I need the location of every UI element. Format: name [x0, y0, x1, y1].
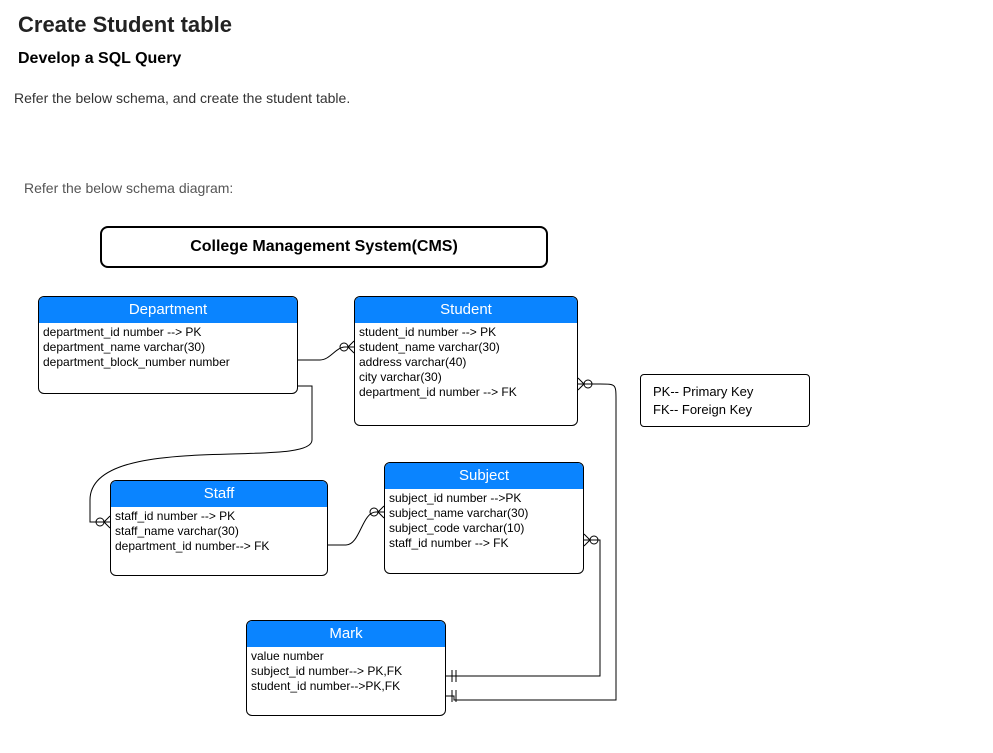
entity-field: subject_id number -->PK — [389, 491, 579, 506]
entity-mark: Markvalue numbersubject_id number--> PK,… — [246, 620, 446, 716]
entity-header: Subject — [385, 463, 583, 489]
entity-field: student_id number-->PK,FK — [251, 679, 441, 694]
system-title-box: College Management System(CMS) — [100, 226, 548, 268]
page-root: Create Student table Develop a SQL Query… — [0, 0, 993, 753]
entity-field: student_id number --> PK — [359, 325, 573, 340]
entity-field: student_name varchar(30) — [359, 340, 573, 355]
entity-field: address varchar(40) — [359, 355, 573, 370]
connector-dept-to-student — [298, 347, 354, 360]
entity-field: subject_id number--> PK,FK — [251, 664, 441, 679]
entity-body: student_id number --> PKstudent_name var… — [355, 323, 577, 404]
entity-header: Department — [39, 297, 297, 323]
legend-box: PK-- Primary KeyFK-- Foreign Key — [640, 374, 810, 427]
connector-staff-to-subject — [328, 512, 384, 545]
entity-field: subject_name varchar(30) — [389, 506, 579, 521]
legend-line: FK-- Foreign Key — [653, 401, 797, 419]
entity-subject: Subjectsubject_id number -->PKsubject_na… — [384, 462, 584, 574]
entity-staff: Staffstaff_id number --> PKstaff_name va… — [110, 480, 328, 576]
entity-field: staff_id number --> PK — [115, 509, 323, 524]
legend-line: PK-- Primary Key — [653, 383, 797, 401]
entity-field: staff_id number --> FK — [389, 536, 579, 551]
entity-header: Student — [355, 297, 577, 323]
entity-header: Staff — [111, 481, 327, 507]
entity-field: department_id number --> FK — [359, 385, 573, 400]
entity-department: Departmentdepartment_id number --> PKdep… — [38, 296, 298, 394]
entity-field: department_id number--> FK — [115, 539, 323, 554]
entity-field: department_id number --> PK — [43, 325, 293, 340]
entity-field: value number — [251, 649, 441, 664]
entity-student: Studentstudent_id number --> PKstudent_n… — [354, 296, 578, 426]
entity-body: value numbersubject_id number--> PK,FKst… — [247, 647, 445, 698]
entity-field: staff_name varchar(30) — [115, 524, 323, 539]
entity-field: subject_code varchar(10) — [389, 521, 579, 536]
system-title-label: College Management System(CMS) — [190, 238, 458, 255]
entity-body: staff_id number --> PKstaff_name varchar… — [111, 507, 327, 558]
entity-body: department_id number --> PKdepartment_na… — [39, 323, 297, 374]
entity-field: department_name varchar(30) — [43, 340, 293, 355]
entity-body: subject_id number -->PKsubject_name varc… — [385, 489, 583, 555]
entity-field: department_block_number number — [43, 355, 293, 370]
entity-header: Mark — [247, 621, 445, 647]
entity-field: city varchar(30) — [359, 370, 573, 385]
